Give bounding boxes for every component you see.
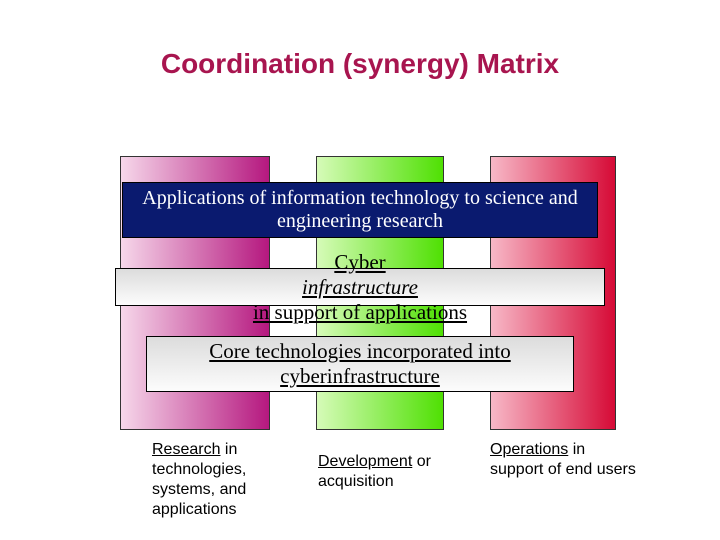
band-core-tech: Core technologies incorporated into cybe… [146, 336, 574, 392]
slide-title: Coordination (synergy) Matrix [0, 48, 720, 80]
band-cyberinfrastructure: Cyberinfrastructure in support of applic… [115, 268, 605, 306]
caption-research: Research in technologies, systems, and a… [152, 440, 302, 520]
band-core-tech-text: Core technologies incorporated into cybe… [159, 339, 561, 389]
caption-development: Development or acquisition [318, 452, 458, 492]
band-cyberinfrastructure-text: Cyberinfrastructure in support of applic… [253, 250, 467, 325]
band-applications-text: Applications of information technology t… [135, 187, 585, 233]
slide-title-text: Coordination (synergy) Matrix [161, 48, 559, 79]
caption-operations: Operations in support of end users [490, 440, 640, 480]
band-applications: Applications of information technology t… [122, 182, 598, 238]
